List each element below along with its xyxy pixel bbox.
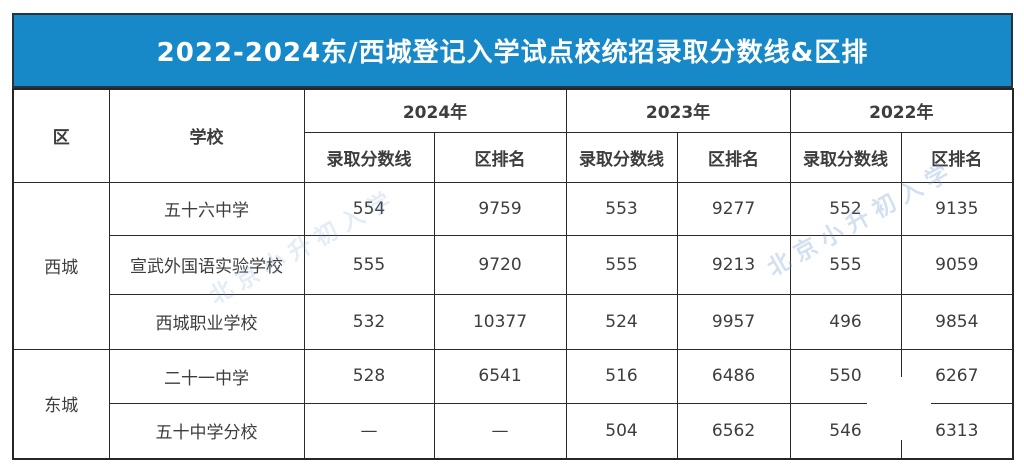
subheader-score-2022: 录取分数线 xyxy=(789,131,902,183)
rank-cell: 6267 xyxy=(900,348,1014,404)
subheader-score-2024: 录取分数线 xyxy=(303,131,435,183)
table-title: 2022-2024东/西城登记入学试点校统招录取分数线&区排 xyxy=(156,38,869,68)
rank-cell: 9759 xyxy=(433,181,567,236)
rank-cell: 9957 xyxy=(676,293,791,350)
rank-cell: 9059 xyxy=(900,234,1014,295)
header-row-years: 区 学校 2024年 2023年 2022年 xyxy=(12,88,1014,183)
table-frame: 2022-2024东/西城登记入学试点校统招录取分数线&区排 区 学校 2024… xyxy=(12,13,1015,460)
rank-cell: 6486 xyxy=(676,348,791,404)
rank-cell: 9135 xyxy=(900,181,1014,236)
table-row: 宣武外国语实验学校 555 9720 555 9213 555 9059 xyxy=(13,234,1014,295)
school-cell: 五十中学分校 xyxy=(108,402,305,460)
rank-cell: — xyxy=(433,402,567,460)
year-header-2023: 2023年 xyxy=(565,88,791,133)
score-cell: 516 xyxy=(565,348,678,404)
score-table: 区 学校 2024年 2023年 2022年 录取分数线 区排名 录取分数线 区… xyxy=(12,88,1015,460)
score-cell: 555 xyxy=(789,234,902,295)
subheader-rank-2023: 区排名 xyxy=(676,131,791,183)
score-cell: 524 xyxy=(565,293,678,350)
subheader-score-2023: 录取分数线 xyxy=(565,131,678,183)
table-title-bar: 2022-2024东/西城登记入学试点校统招录取分数线&区排 xyxy=(12,13,1013,88)
header-row-metrics: 录取分数线 区排名 录取分数线 区排名 录取分数线 区排名 xyxy=(13,131,1014,183)
score-cell: 532 xyxy=(303,293,435,350)
year-header-2024: 2024年 xyxy=(303,88,567,133)
table-row: 东城 二十一中学 528 6541 516 6486 550 6267 xyxy=(12,348,1014,460)
district-cell-xicheng: 西城 xyxy=(12,181,110,350)
score-cell: 504 xyxy=(565,402,678,460)
rank-cell: 6562 xyxy=(676,402,791,460)
score-cell: 555 xyxy=(303,234,435,295)
score-cell: 496 xyxy=(789,293,902,350)
score-cell: 552 xyxy=(789,181,902,236)
score-cell: 555 xyxy=(565,234,678,295)
score-cell: 554 xyxy=(303,181,435,236)
year-header-2022: 2022年 xyxy=(789,88,1014,133)
school-cell: 二十一中学 xyxy=(108,348,305,404)
score-cell: — xyxy=(303,402,435,460)
header-cell-school: 学校 xyxy=(108,88,305,183)
rank-cell: 10377 xyxy=(433,293,567,350)
school-cell: 西城职业学校 xyxy=(108,293,305,350)
table-row: 西城职业学校 532 10377 524 9957 496 9854 xyxy=(13,293,1014,350)
rank-cell: 9213 xyxy=(676,234,791,295)
eraser-patch xyxy=(867,377,931,440)
table-row: 五十中学分校 — — 504 6562 546 6313 xyxy=(13,402,1014,460)
subheader-rank-2024: 区排名 xyxy=(433,131,567,183)
rank-cell: 6541 xyxy=(433,348,567,404)
rank-cell: 9854 xyxy=(900,293,1014,350)
rank-cell: 9277 xyxy=(676,181,791,236)
district-cell-dongcheng: 东城 xyxy=(12,348,110,460)
school-cell: 五十六中学 xyxy=(108,181,305,236)
subheader-rank-2022: 区排名 xyxy=(900,131,1014,183)
score-cell: 528 xyxy=(303,348,435,404)
table-row: 西城 五十六中学 554 9759 553 9277 552 9135 xyxy=(12,181,1014,350)
header-cell-district: 区 xyxy=(12,88,110,183)
rank-cell: 9720 xyxy=(433,234,567,295)
score-cell: 553 xyxy=(565,181,678,236)
school-cell: 宣武外国语实验学校 xyxy=(108,234,305,295)
